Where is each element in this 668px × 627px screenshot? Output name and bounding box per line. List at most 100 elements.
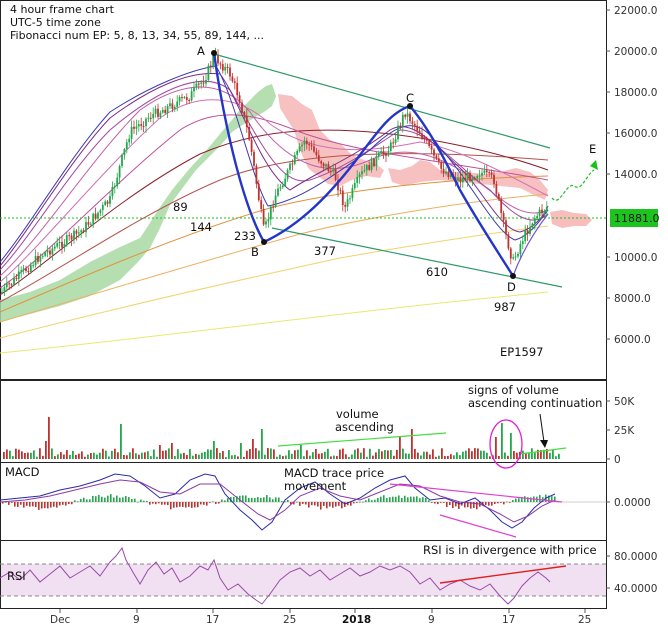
volume-bar [138, 454, 140, 459]
macd-histogram-bar [371, 500, 373, 502]
fib-label-89: 89 [173, 200, 188, 214]
candle-body [483, 170, 486, 173]
y-tick-8000: 8000.0 [614, 293, 651, 305]
macd-histogram-bar [464, 502, 466, 508]
volume-bar [345, 454, 347, 459]
candle-body [349, 198, 351, 200]
volume-bar [264, 454, 266, 459]
candle-body [5, 283, 8, 288]
volume-bar [384, 450, 386, 459]
rsi-annotation: RSI is in divergence with price [423, 543, 597, 557]
macd-histogram-bar [467, 502, 469, 508]
macd-histogram-bar [347, 502, 349, 506]
volume-bar [201, 452, 203, 459]
candle-body [466, 172, 469, 180]
volume-bar [432, 449, 434, 459]
macd-histogram-bar [500, 502, 502, 503]
macd-histogram-bar [101, 496, 103, 502]
candle-body [519, 244, 522, 254]
volume-bar [426, 451, 428, 459]
volume-bar [237, 456, 239, 459]
candle-body [411, 121, 414, 124]
fib-label-987: 987 [494, 300, 516, 314]
candle-body [337, 179, 339, 191]
volume-bar [375, 452, 377, 459]
volume-bar [171, 443, 173, 459]
candle-body [63, 243, 66, 248]
volume-bar [57, 454, 59, 459]
candle-body [197, 83, 200, 85]
macd-histogram-bar [152, 502, 154, 504]
candle-body [137, 124, 140, 127]
macd-histogram-bar [56, 502, 58, 508]
volume-bar [261, 429, 263, 459]
macd-histogram-bar [443, 502, 445, 503]
volume-bar [195, 453, 197, 459]
macd-histogram-bar [485, 502, 487, 505]
volume-bar [495, 437, 497, 459]
macd-histogram-bar [134, 498, 136, 502]
rsi-line [0, 546, 551, 605]
candle-body [389, 142, 392, 151]
volume-bar [459, 455, 461, 459]
candle-body [149, 117, 152, 119]
macd-histogram-bar [293, 502, 295, 505]
volume-bar [159, 445, 161, 459]
macd-histogram-bar [104, 497, 106, 502]
candle-body [305, 140, 308, 145]
volume-annotation-3: signs of volume [468, 383, 559, 397]
x-tick-jan-25: 25 [578, 614, 591, 626]
wave-labels: A B C D E [197, 44, 596, 294]
volume-bar [501, 423, 503, 459]
macd-histogram-bar [518, 498, 520, 502]
candle-body [425, 139, 428, 141]
volume-bar [153, 449, 155, 459]
macd-histogram-bar [185, 502, 187, 508]
volume-bar [309, 455, 311, 459]
fib-label-ep1597: EP1597 [500, 345, 543, 359]
candle-body [142, 125, 145, 127]
fib-label-233: 233 [234, 229, 256, 243]
volume-bar [240, 443, 242, 459]
volume-bar [75, 454, 77, 459]
macd-histogram-bar [521, 497, 523, 502]
candle-body [469, 172, 471, 181]
macd-histogram-bar [62, 502, 64, 505]
x-tick-2018: 2018 [342, 614, 371, 626]
volume-bar [117, 452, 119, 459]
volume-bar [168, 448, 170, 459]
y-tick-18000: 18000.0 [614, 87, 657, 99]
candle-body [85, 222, 87, 233]
candle-body [193, 87, 195, 92]
volume-bar [324, 451, 326, 459]
candle-body [25, 268, 27, 271]
candle-body [293, 154, 296, 164]
point-a-dot [211, 50, 217, 56]
candle-body [392, 142, 395, 144]
rsi-divergence-line [439, 565, 567, 584]
volume-bar [105, 450, 107, 459]
volume-bar [558, 453, 560, 459]
volume-bar [372, 455, 374, 459]
volume-bar [96, 454, 98, 459]
candle-body [75, 230, 78, 234]
candle-body [238, 95, 241, 103]
volume-bar [378, 449, 380, 459]
macd-histogram-bar [119, 497, 121, 502]
candle-body [507, 234, 510, 249]
macd-histogram-bar [194, 502, 196, 508]
macd-histogram-bar [98, 494, 100, 502]
candle-body [286, 169, 289, 179]
volume-bar [366, 456, 368, 459]
y-tick-10000: 10000.0 [614, 252, 657, 264]
macd-histogram-bar [20, 502, 22, 505]
volume-bar [408, 453, 410, 459]
candle-body [401, 114, 404, 127]
candle-body [471, 177, 474, 181]
candle-body [301, 144, 303, 147]
candle-body [341, 190, 344, 206]
volume-bar [330, 456, 332, 459]
candle-body [502, 213, 505, 221]
candle-body [39, 256, 42, 262]
volume-bar [285, 455, 287, 459]
